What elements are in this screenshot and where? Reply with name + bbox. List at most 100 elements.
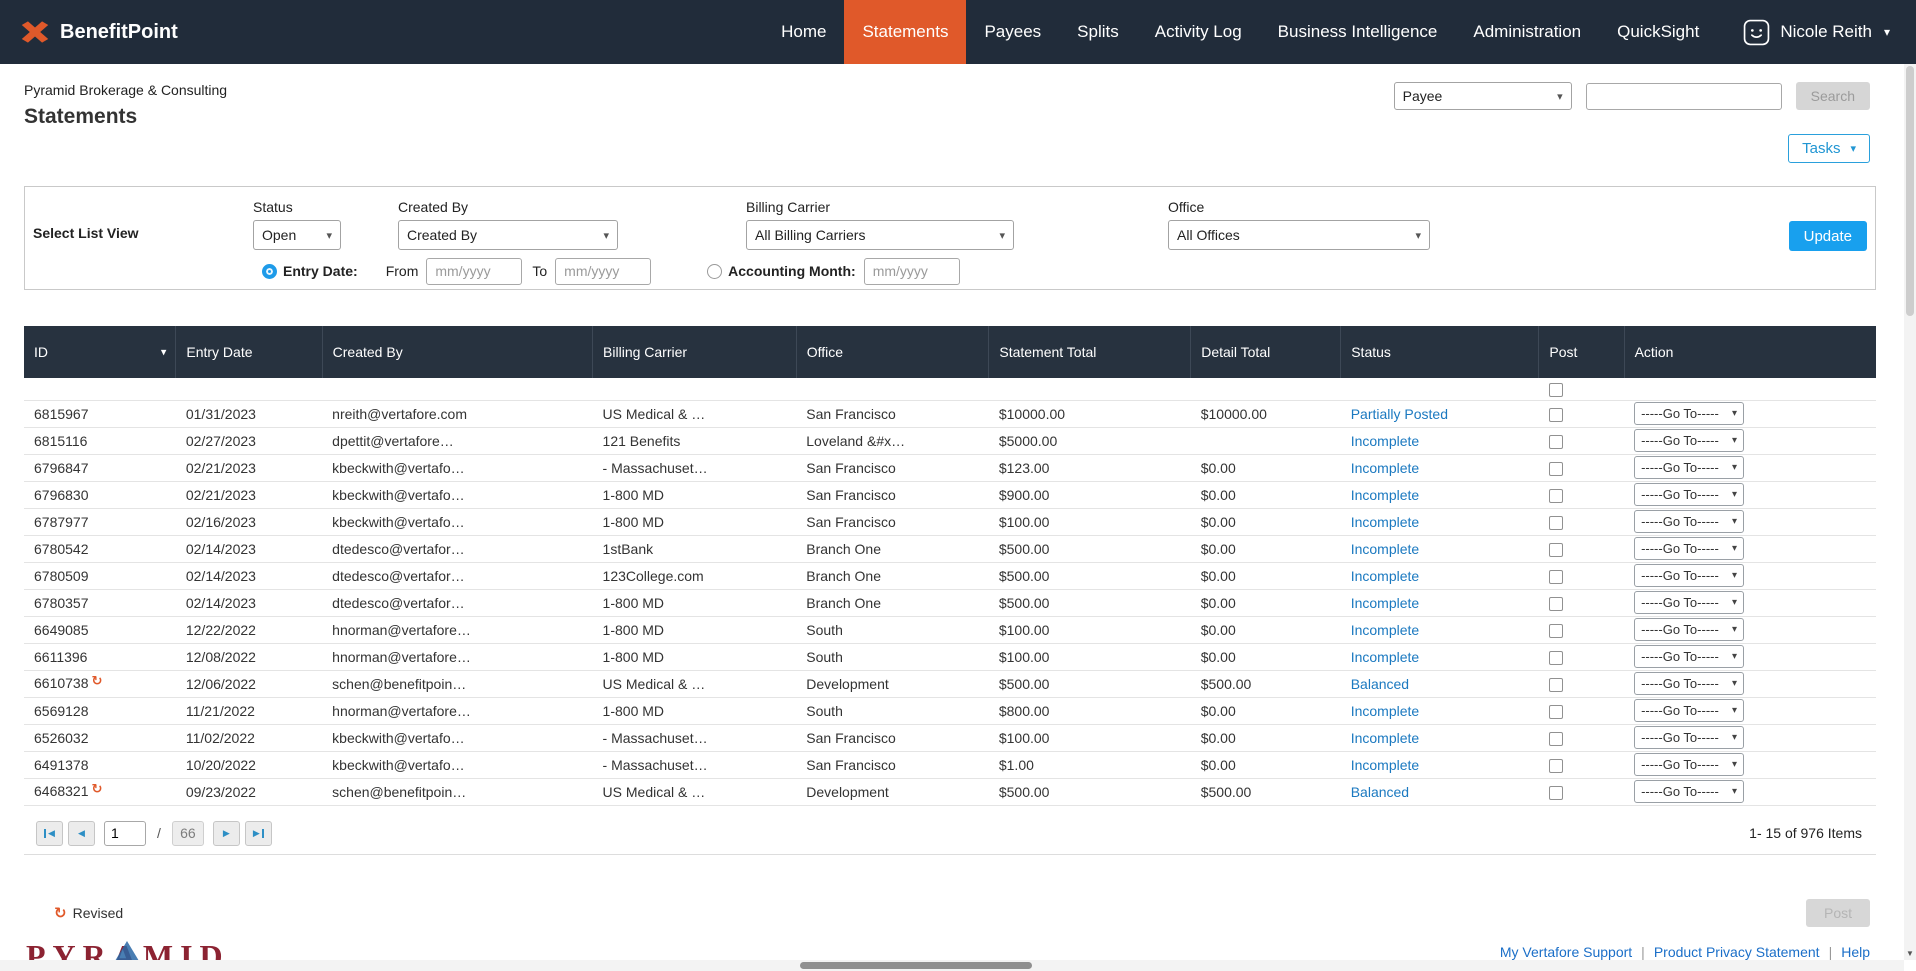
go-to-select[interactable]: -----Go To----- ▾ [1634, 402, 1744, 425]
column-header[interactable]: Entry Date [176, 326, 322, 378]
go-to-select[interactable]: -----Go To----- ▾ [1634, 564, 1744, 587]
go-to-select[interactable]: -----Go To----- ▾ [1634, 645, 1744, 668]
entry-date-from-input[interactable] [426, 258, 522, 285]
go-to-select[interactable]: -----Go To----- ▾ [1634, 510, 1744, 533]
status-link[interactable]: Incomplete [1351, 703, 1419, 719]
office-select[interactable]: All Offices ▾ [1168, 220, 1430, 250]
footer-link[interactable]: Product Privacy Statement [1654, 944, 1820, 960]
go-to-select[interactable]: -----Go To----- ▾ [1634, 429, 1744, 452]
office-cell: South [796, 643, 989, 670]
post-checkbox[interactable] [1549, 435, 1563, 449]
post-checkbox[interactable] [1549, 624, 1563, 638]
post-checkbox[interactable] [1549, 543, 1563, 557]
billing-carrier-select[interactable]: All Billing Carriers ▾ [746, 220, 1014, 250]
go-to-select[interactable]: -----Go To----- ▾ [1634, 753, 1744, 776]
select-all-checkbox[interactable] [1549, 383, 1563, 397]
post-checkbox[interactable] [1549, 786, 1563, 800]
status-link[interactable]: Incomplete [1351, 433, 1419, 449]
post-checkbox[interactable] [1549, 408, 1563, 422]
column-header[interactable]: Statement Total [989, 326, 1191, 378]
previous-page-button[interactable]: ◀ [68, 821, 95, 846]
entry-date-to-input[interactable] [555, 258, 651, 285]
next-page-button[interactable]: ▶ [213, 821, 240, 846]
sort-descending-icon[interactable]: ▾ [161, 346, 167, 359]
scroll-down-button[interactable]: ▼ [1904, 947, 1916, 960]
post-checkbox[interactable] [1549, 516, 1563, 530]
search-input[interactable] [1586, 83, 1782, 110]
column-header[interactable]: Billing Carrier [593, 326, 797, 378]
accounting-month-input[interactable] [864, 258, 960, 285]
status-link[interactable]: Incomplete [1351, 541, 1419, 557]
nav-item[interactable]: Splits [1059, 0, 1137, 64]
post-checkbox[interactable] [1549, 597, 1563, 611]
post-checkbox[interactable] [1549, 705, 1563, 719]
column-header[interactable]: Post [1539, 326, 1624, 378]
accounting-month-radio[interactable] [707, 264, 722, 279]
status-link[interactable]: Balanced [1351, 784, 1409, 800]
post-checkbox[interactable] [1549, 651, 1563, 665]
nav-item[interactable]: Administration [1455, 0, 1599, 64]
horizontal-scrollbar-thumb[interactable] [800, 962, 1032, 969]
status-link[interactable]: Incomplete [1351, 487, 1419, 503]
tasks-button[interactable]: Tasks ▾ [1788, 134, 1870, 163]
created-by-select[interactable]: Created By ▾ [398, 220, 618, 250]
status-link[interactable]: Incomplete [1351, 595, 1419, 611]
post-checkbox[interactable] [1549, 732, 1563, 746]
status-link[interactable]: Partially Posted [1351, 406, 1448, 422]
post-checkbox[interactable] [1549, 570, 1563, 584]
post-checkbox[interactable] [1549, 489, 1563, 503]
column-header[interactable]: Created By [322, 326, 592, 378]
page-number-input[interactable] [104, 821, 146, 846]
column-header[interactable]: Detail Total [1191, 326, 1341, 378]
post-checkbox[interactable] [1549, 678, 1563, 692]
go-to-select[interactable]: -----Go To----- ▾ [1634, 483, 1744, 506]
status-link[interactable]: Incomplete [1351, 460, 1419, 476]
go-to-select[interactable]: -----Go To----- ▾ [1634, 618, 1744, 641]
status-link[interactable]: Incomplete [1351, 514, 1419, 530]
go-to-select[interactable]: -----Go To----- ▾ [1634, 726, 1744, 749]
nav-item[interactable]: QuickSight [1599, 0, 1717, 64]
post-button[interactable]: Post [1806, 899, 1870, 927]
user-menu[interactable]: Nicole Reith ▾ [1717, 0, 1916, 64]
go-to-select[interactable]: -----Go To----- ▾ [1634, 456, 1744, 479]
column-header[interactable]: Office [796, 326, 989, 378]
entry-date-radio[interactable] [262, 264, 277, 279]
footer-link[interactable]: My Vertafore Support [1500, 944, 1632, 960]
statement-id: 6649085 [34, 622, 89, 638]
go-to-select[interactable]: -----Go To----- ▾ [1634, 699, 1744, 722]
status-link[interactable]: Incomplete [1351, 757, 1419, 773]
last-page-button[interactable]: ▶ [245, 821, 272, 846]
post-checkbox[interactable] [1549, 759, 1563, 773]
nav-item[interactable]: Home [763, 0, 844, 64]
status-cell: Incomplete [1341, 427, 1539, 454]
status-link[interactable]: Balanced [1351, 676, 1409, 692]
column-header[interactable]: Status [1341, 326, 1539, 378]
update-button[interactable]: Update [1789, 221, 1867, 251]
post-checkbox[interactable] [1549, 462, 1563, 476]
entry-date-cell: 02/14/2023 [176, 535, 322, 562]
nav-item[interactable]: Payees [966, 0, 1059, 64]
go-to-select[interactable]: -----Go To----- ▾ [1634, 591, 1744, 614]
column-header[interactable]: Action [1624, 326, 1876, 378]
search-button[interactable]: Search [1796, 82, 1870, 110]
footer-link[interactable]: Help [1841, 944, 1870, 960]
column-header[interactable]: ID ▾ [24, 326, 176, 378]
status-link[interactable]: Incomplete [1351, 730, 1419, 746]
go-to-select[interactable]: -----Go To----- ▾ [1634, 780, 1744, 803]
first-page-button[interactable]: ◀ [36, 821, 63, 846]
horizontal-scrollbar[interactable] [0, 960, 1904, 971]
nav-item[interactable]: Business Intelligence [1260, 0, 1456, 64]
vertical-scrollbar[interactable]: ▼ [1904, 64, 1916, 960]
status-link[interactable]: Incomplete [1351, 649, 1419, 665]
go-to-select[interactable]: -----Go To----- ▾ [1634, 537, 1744, 560]
nav-item[interactable]: Activity Log [1137, 0, 1260, 64]
status-link[interactable]: Incomplete [1351, 622, 1419, 638]
brand-logo[interactable]: BenefitPoint [20, 0, 178, 64]
vertical-scrollbar-thumb[interactable] [1906, 66, 1914, 316]
search-category-select[interactable]: Payee ▾ [1394, 82, 1572, 110]
status-link[interactable]: Incomplete [1351, 568, 1419, 584]
status-select[interactable]: Open ▾ [253, 220, 341, 250]
statement-id: 6780542 [34, 541, 89, 557]
go-to-select[interactable]: -----Go To----- ▾ [1634, 672, 1744, 695]
nav-item[interactable]: Statements [844, 0, 966, 64]
